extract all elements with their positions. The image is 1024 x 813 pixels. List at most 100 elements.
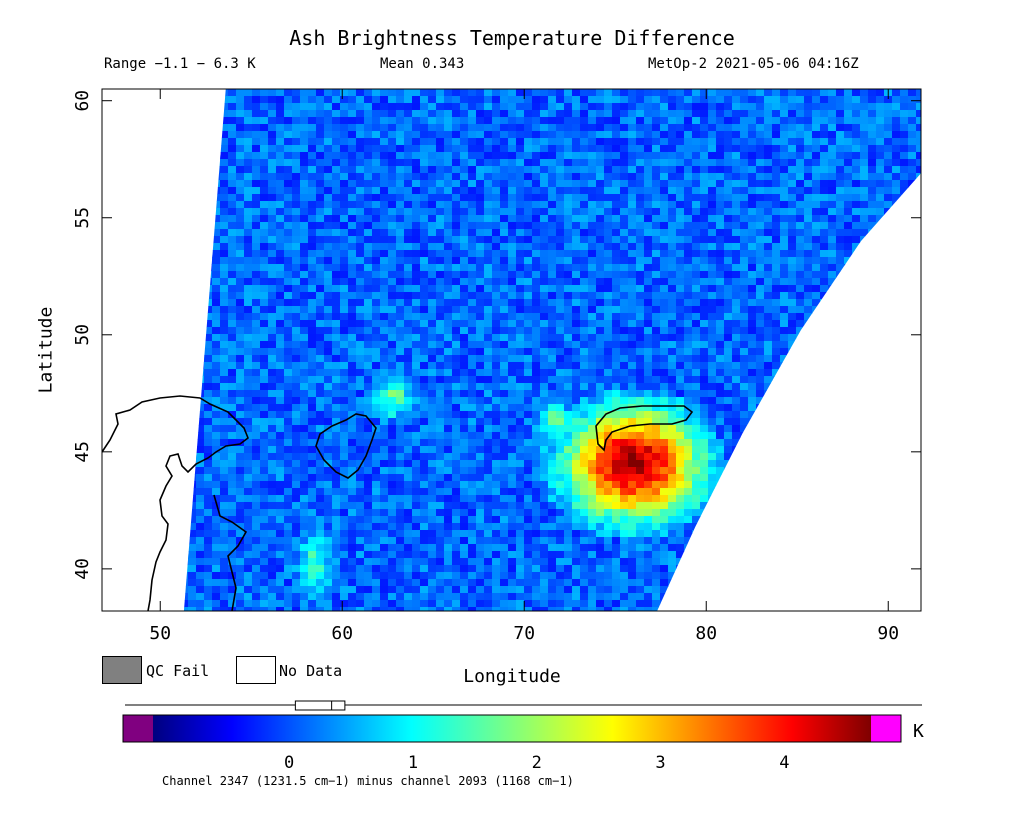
heatmap-cell	[183, 320, 189, 328]
heatmap-cell	[340, 306, 349, 314]
heatmap-cell	[580, 229, 589, 237]
heatmap-cell	[452, 236, 461, 244]
heatmap-cell	[796, 250, 805, 258]
heatmap-cell	[612, 390, 621, 398]
heatmap-cell	[812, 229, 821, 237]
heatmap-cell	[183, 138, 189, 146]
heatmap-cell	[292, 180, 301, 188]
heatmap-cell	[444, 222, 453, 230]
heatmap-cell	[644, 173, 653, 181]
heatmap-cell	[260, 117, 269, 125]
heatmap-cell	[284, 320, 293, 328]
heatmap-cell	[380, 397, 389, 405]
heatmap-cell	[660, 264, 669, 272]
heatmap-cell	[548, 432, 557, 440]
heatmap-cell	[668, 390, 677, 398]
heatmap-cell	[484, 453, 493, 461]
heatmap-cell	[868, 236, 877, 244]
heatmap-cell	[812, 173, 821, 181]
heatmap-cell	[388, 439, 397, 447]
heatmap-cell	[724, 159, 733, 167]
heatmap-cell	[556, 432, 565, 440]
heatmap-cell	[228, 383, 237, 391]
heatmap-cell	[484, 425, 493, 433]
heatmap-cell	[836, 236, 845, 244]
heatmap-cell	[340, 341, 349, 349]
heatmap-cell	[868, 376, 877, 384]
heatmap-cell	[764, 215, 773, 223]
heatmap-cell	[404, 229, 413, 237]
heatmap-cell	[684, 278, 693, 286]
heatmap-cell	[364, 397, 373, 405]
heatmap-cell	[444, 138, 453, 146]
heatmap-cell	[276, 411, 285, 419]
heatmap-cell	[876, 243, 885, 251]
heatmap-cell	[652, 243, 661, 251]
heatmap-cell	[732, 103, 741, 111]
heatmap-cell	[452, 250, 461, 258]
heatmap-cell	[260, 404, 269, 412]
heatmap-cell	[220, 166, 229, 174]
heatmap-cell	[700, 439, 709, 447]
heatmap-cell	[260, 229, 269, 237]
heatmap-cell	[388, 292, 397, 300]
heatmap-cell	[708, 131, 717, 139]
heatmap-cell	[548, 201, 557, 209]
heatmap-cell	[788, 376, 797, 384]
heatmap-cell	[724, 145, 733, 153]
heatmap-cell	[252, 418, 261, 426]
heatmap-cell	[420, 397, 429, 405]
heatmap-cell	[204, 110, 213, 118]
heatmap-cell	[716, 411, 725, 419]
heatmap-cell	[524, 250, 533, 258]
heatmap-cell	[228, 243, 237, 251]
heatmap-cell	[860, 446, 869, 454]
heatmap-cell	[892, 390, 901, 398]
heatmap-cell	[668, 264, 677, 272]
heatmap-cell	[860, 271, 869, 279]
heatmap-cell	[756, 110, 765, 118]
heatmap-cell	[716, 299, 725, 307]
heatmap-cell	[284, 166, 293, 174]
heatmap-cell	[476, 418, 485, 426]
heatmap-cell	[628, 117, 637, 125]
heatmap-cell	[572, 369, 581, 377]
heatmap-cell	[308, 201, 317, 209]
heatmap-cell	[516, 138, 525, 146]
heatmap-cell	[700, 327, 709, 335]
heatmap-cell	[452, 453, 461, 461]
heatmap-cell	[660, 103, 669, 111]
heatmap-cell	[580, 264, 589, 272]
heatmap-cell	[412, 362, 421, 370]
heatmap-cell	[588, 446, 597, 454]
heatmap-cell	[300, 460, 309, 468]
heatmap-cell	[412, 159, 421, 167]
heatmap-cell	[500, 362, 509, 370]
heatmap-cell	[892, 257, 901, 265]
heatmap-cell	[876, 418, 885, 426]
heatmap-cell	[796, 124, 805, 132]
heatmap-cell	[396, 299, 405, 307]
heatmap-cell	[540, 313, 549, 321]
heatmap-cell	[692, 341, 701, 349]
heatmap-cell	[684, 334, 693, 342]
heatmap-cell	[636, 138, 645, 146]
heatmap-cell	[860, 215, 869, 223]
heatmap-cell	[356, 250, 365, 258]
heatmap-cell	[860, 418, 869, 426]
heatmap-cell	[572, 334, 581, 342]
heatmap-cell	[556, 278, 565, 286]
heatmap-cell	[828, 222, 837, 230]
heatmap-cell	[820, 138, 829, 146]
heatmap-cell	[188, 334, 197, 342]
heatmap-cell	[804, 292, 813, 300]
heatmap-cell	[524, 229, 533, 237]
heatmap-cell	[676, 453, 685, 461]
heatmap-cell	[404, 425, 413, 433]
heatmap-cell	[780, 432, 789, 440]
heatmap-cell	[620, 278, 629, 286]
heatmap-cell	[492, 348, 501, 356]
heatmap-cell	[852, 404, 861, 412]
heatmap-cell	[244, 103, 253, 111]
heatmap-cell	[284, 383, 293, 391]
